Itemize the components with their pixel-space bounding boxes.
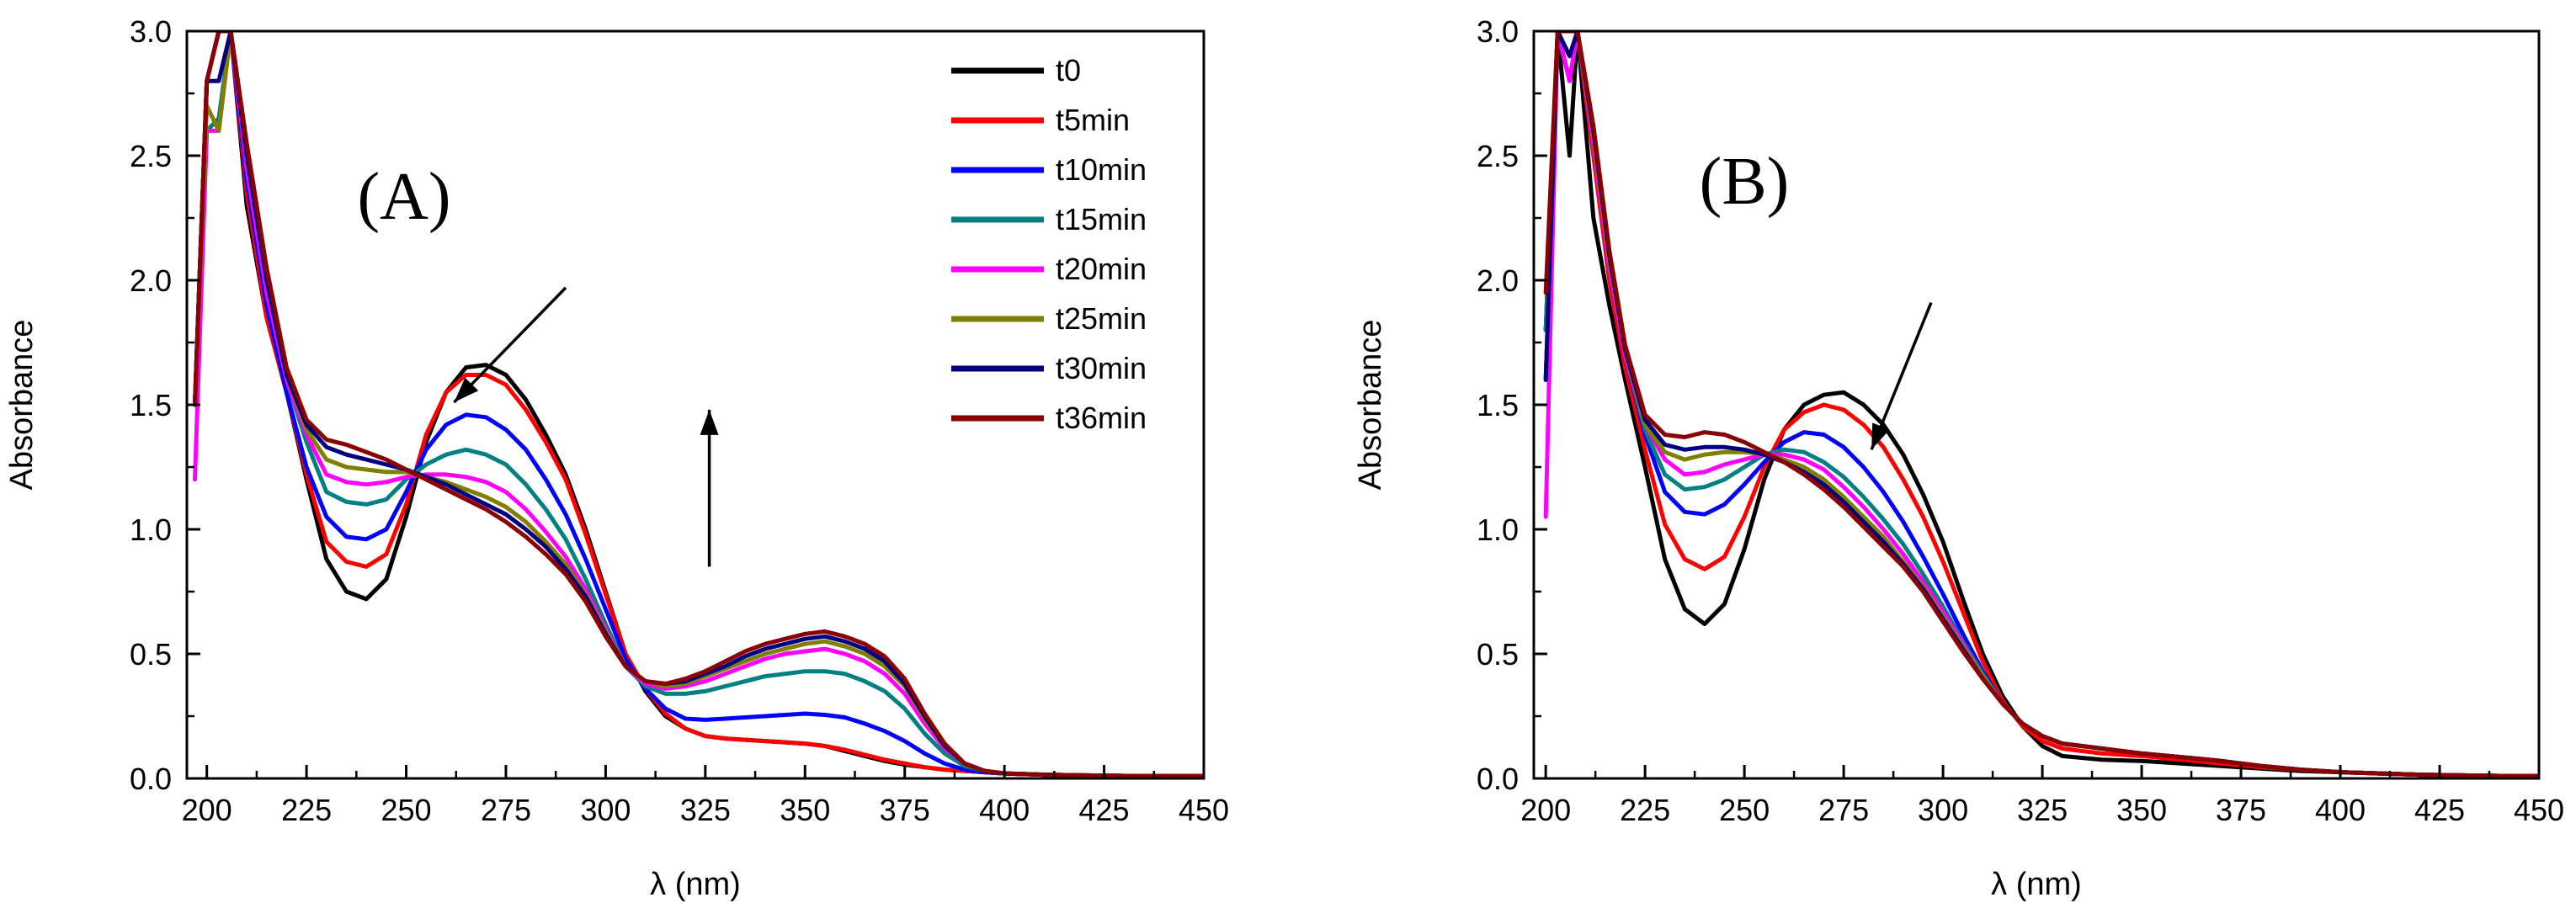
x-tick-label: 400 xyxy=(2315,793,2366,827)
arrow-head xyxy=(454,377,479,403)
x-tick-label: 400 xyxy=(979,793,1030,827)
x-tick-label: 250 xyxy=(1719,793,1770,827)
legend-label: t20min xyxy=(1056,252,1147,286)
arrow-shaft xyxy=(1870,301,1933,450)
series-line-t15min xyxy=(193,31,1204,778)
x-tick-label: 275 xyxy=(481,793,531,827)
series-line-t5min xyxy=(193,31,1204,778)
series-line-t5min xyxy=(1543,31,2539,778)
y-axis-title: Absorbance xyxy=(4,320,40,491)
legend-item-t36min: t36min xyxy=(951,401,1147,435)
panel-label: (B) xyxy=(1700,145,1790,219)
arrow-annotation xyxy=(700,409,719,567)
legend-item-t5min: t5min xyxy=(951,103,1130,137)
arrow-annotation xyxy=(1870,301,1933,450)
x-tick-label: 450 xyxy=(1179,793,1229,827)
legend-label: t25min xyxy=(1056,301,1147,336)
x-tick-label: 450 xyxy=(2514,793,2564,827)
x-tick-label: 200 xyxy=(1520,793,1571,827)
series-group xyxy=(1543,31,2539,778)
legend-item-t20min: t20min xyxy=(951,252,1147,286)
legend-label: t5min xyxy=(1056,103,1130,137)
series-line-t30min xyxy=(193,31,1204,778)
x-tick-label: 300 xyxy=(580,793,631,827)
series-line-t25min xyxy=(193,31,1204,778)
y-tick-label: 2.5 xyxy=(130,139,172,173)
series-line-t10min xyxy=(1543,31,2539,778)
y-tick-label: 2.0 xyxy=(1477,263,1519,298)
legend-label: t10min xyxy=(1056,152,1147,187)
x-tick-label: 425 xyxy=(1079,793,1130,827)
legend-item-t0: t0 xyxy=(951,53,1081,88)
x-tick-label: 300 xyxy=(1918,793,1968,827)
x-tick-label: 350 xyxy=(2116,793,2167,827)
series-line-t0 xyxy=(193,31,1204,778)
series-line-t0 xyxy=(1543,31,2539,778)
series-line-t15min xyxy=(1543,31,2539,778)
x-tick-label: 425 xyxy=(2414,793,2465,827)
y-tick-label: 1.5 xyxy=(130,388,172,422)
x-tick-label: 375 xyxy=(880,793,930,827)
legend-label: t36min xyxy=(1056,401,1147,435)
series-line-t20min xyxy=(1543,31,2539,778)
y-tick-label: 0.0 xyxy=(130,762,172,796)
y-tick-label: 2.5 xyxy=(1477,139,1519,173)
series-line-t30min xyxy=(1543,31,2539,778)
plot-frame xyxy=(185,29,1206,780)
legend-item-t30min: t30min xyxy=(951,351,1147,385)
y-tick-label: 1.0 xyxy=(1477,512,1519,547)
chart-panel-2: 200 225 250 275 300 325 350 375 400 425 450 0.0 0.5 1… xyxy=(1353,14,2564,902)
legend-item-t25min: t25min xyxy=(951,301,1147,336)
arrow-shaft xyxy=(453,286,567,404)
panel-label: (A) xyxy=(357,160,450,234)
x-tick-label: 325 xyxy=(2017,793,2068,827)
arrow-head xyxy=(700,409,719,435)
x-tick-label: 225 xyxy=(1620,793,1670,827)
x-axis-title: λ (nm) xyxy=(1991,867,2082,902)
x-tick-label: 275 xyxy=(1818,793,1869,827)
arrow-head xyxy=(1871,422,1890,450)
y-tick-label: 2.0 xyxy=(130,263,172,298)
y-tick-label: 0.5 xyxy=(1477,637,1519,672)
y-tick-label: 1.5 xyxy=(1477,388,1519,422)
series-line-t10min xyxy=(193,31,1204,778)
legend: t0 t5min t10min t15min t20min t25min t30min t36… xyxy=(951,53,1147,435)
legend-item-t15min: t15min xyxy=(951,202,1147,236)
series-group xyxy=(193,31,1204,778)
y-tick-label: 1.0 xyxy=(130,512,172,547)
legend-label: t15min xyxy=(1056,202,1147,236)
legend-item-t10min: t10min xyxy=(951,152,1147,187)
y-tick-label: 0.5 xyxy=(130,637,172,672)
legend-label: t30min xyxy=(1056,351,1147,385)
y-tick-label: 3.0 xyxy=(1477,14,1519,49)
y-axis-title: Absorbance xyxy=(1353,320,1388,491)
x-tick-label: 375 xyxy=(2216,793,2266,827)
legend-label: t0 xyxy=(1056,53,1081,88)
series-line-t25min xyxy=(1543,31,2539,778)
x-tick-label: 250 xyxy=(381,793,432,827)
plot-frame xyxy=(1532,29,2541,780)
x-axis-title: λ (nm) xyxy=(650,867,741,902)
y-tick-label: 3.0 xyxy=(130,14,172,49)
y-tick-label: 0.0 xyxy=(1477,762,1519,796)
x-tick-label: 200 xyxy=(182,793,232,827)
series-line-t36min xyxy=(1543,31,2539,778)
series-line-t36min xyxy=(193,31,1204,778)
series-line-t20min xyxy=(193,31,1204,778)
x-tick-label: 325 xyxy=(680,793,731,827)
arrow-annotation xyxy=(453,286,567,404)
chart-panel-1: 200 225 250 275 300 325 350 375 400 425 450 0.0 0.5 1… xyxy=(4,14,1229,902)
x-tick-label: 225 xyxy=(281,793,332,827)
x-tick-label: 350 xyxy=(780,793,830,827)
